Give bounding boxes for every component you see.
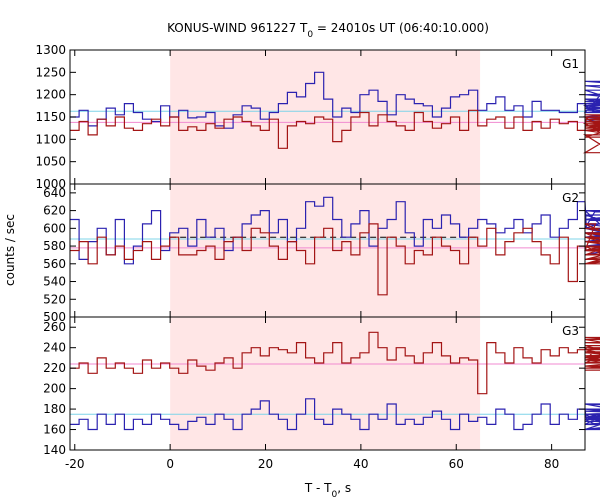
x-tick-label: 40	[353, 457, 368, 471]
series-g3-0	[70, 331, 600, 395]
y-tick-label: 640	[43, 186, 66, 200]
x-axis-label-rest: , s	[337, 481, 351, 495]
y-tick-label: 560	[43, 257, 66, 271]
panel-frame	[69, 316, 586, 451]
panel-g2: 500 520 540 560 580 600 620 640 G2	[43, 183, 600, 324]
title-subscript: 0	[307, 30, 313, 40]
y-tick-label: 180	[43, 402, 66, 416]
y-axis-label: counts / sec	[3, 214, 17, 286]
panels-group: 1000105011001150120012501300G15005205405…	[35, 43, 600, 471]
y-tick-label: 1000	[35, 177, 66, 191]
y-tick-label: 600	[43, 221, 66, 235]
x-tick-label: -20	[65, 457, 85, 471]
y-tick-label: 220	[43, 361, 66, 375]
title-rest: = 24010s UT (06:40:10.000)	[313, 21, 489, 35]
y-tick-label: 620	[43, 204, 66, 218]
series-g2-0	[70, 196, 600, 265]
x-tick-label: 0	[166, 457, 174, 471]
y-tick-label: 160	[43, 423, 66, 437]
x-tick-label: 60	[449, 457, 464, 471]
y-tick-label: 260	[43, 320, 66, 334]
panel-g3: 140 160 180 200 220 240 260 G3	[43, 316, 600, 457]
panel-label: G3	[562, 324, 579, 338]
y-tick-label: 500	[43, 310, 66, 324]
y-tick-label: 1250	[35, 65, 66, 79]
y-tick-label: 1100	[35, 132, 66, 146]
shaded-interval	[170, 317, 481, 450]
shaded-interval	[170, 184, 481, 317]
y-tick-label: 1050	[35, 155, 66, 169]
y-tick-label: 580	[43, 239, 66, 253]
y-tick-label: 200	[43, 382, 66, 396]
y-tick-label: 540	[43, 275, 66, 289]
y-tick-label: 1300	[35, 43, 66, 57]
panel-label: G1	[562, 57, 579, 71]
x-tick-label: 80	[544, 457, 559, 471]
series-g2-1	[70, 223, 600, 296]
y-tick-label: 520	[43, 292, 66, 306]
x-axis-label: T - T0, s	[304, 481, 351, 500]
x-tick-label: 20	[258, 457, 273, 471]
x-axis-label-subscript: 0	[332, 490, 338, 500]
series-g1-1	[70, 109, 600, 154]
shaded-interval	[170, 50, 481, 184]
series-g3-1	[70, 398, 600, 431]
panel-g1: 1000 1050 1100 1150 1200 1250 1300 G1	[35, 43, 600, 191]
panel-label: G2	[562, 191, 579, 205]
y-tick-label: 1150	[35, 110, 66, 124]
series-g1-0	[70, 71, 600, 129]
y-tick-label: 240	[43, 341, 66, 355]
y-tick-label: 140	[43, 443, 66, 457]
chart-title: KONUS-WIND 961227 T0 = 24010s UT (06:40:…	[167, 21, 489, 40]
y-tick-label: 1200	[35, 88, 66, 102]
